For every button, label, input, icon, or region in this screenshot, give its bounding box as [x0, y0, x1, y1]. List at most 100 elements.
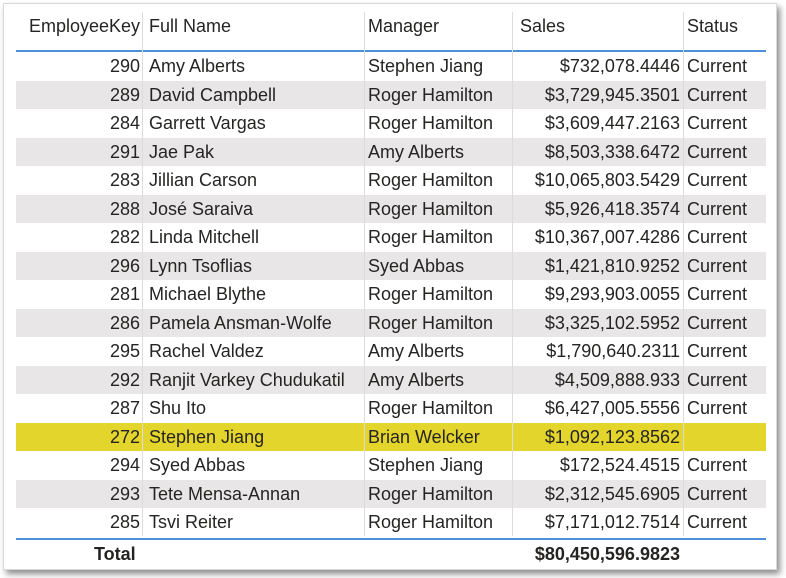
cell-sales: $3,729,945.3501 — [544, 84, 680, 105]
column-header-employeekey[interactable]: EmployeeKey — [28, 16, 140, 36]
column-separator[interactable] — [364, 12, 365, 536]
cell-sales: $172,524.4515 — [559, 455, 680, 475]
total-row: Total $80,450,596.9823 — [16, 540, 766, 568]
cell-status: Current — [687, 113, 748, 133]
cell-sales: $1,421,810.9252 — [544, 255, 680, 276]
cell-full-name: Lynn Tsoflias — [149, 255, 253, 276]
table-row[interactable]: 295 Rachel Valdez Amy Alberts $1,790,640.23… — [16, 337, 766, 365]
table-row[interactable]: 287 Shu Ito Roger Hamilton $6,427,005.5556 C… — [16, 394, 766, 422]
cell-manager: Amy Alberts — [368, 141, 465, 162]
cell-sales: $6,427,005.5556 — [544, 398, 680, 418]
table-row[interactable]: 294 Syed Abbas Stephen Jiang $172,524.4515 C… — [16, 451, 766, 479]
cell-employeekey: 281 — [109, 284, 140, 304]
cell-sales: $3,609,447.2163 — [544, 113, 680, 133]
cell-sales: $7,171,012.7514 — [544, 512, 680, 532]
table-row[interactable]: 288 José Saraiva Roger Hamilton $5,926,418.… — [16, 194, 766, 223]
cell-employeekey: 283 — [109, 170, 140, 190]
table-row[interactable]: 285 Tsvi Reiter Roger Hamilton $7,171,012.7… — [16, 508, 766, 536]
cell-sales: $10,065,803.5429 — [534, 170, 680, 190]
cell-full-name: Rachel Valdez — [149, 341, 264, 361]
cell-status: Current — [687, 198, 748, 219]
cell-employeekey: 291 — [109, 141, 140, 162]
table-row[interactable]: 283 Jillian Carson Roger Hamilton $10,065,8… — [16, 166, 766, 194]
cell-status — [687, 423, 766, 451]
cell-status: Current — [687, 84, 748, 105]
cell-employeekey: 290 — [109, 56, 140, 76]
cell-full-name: Linda Mitchell — [149, 227, 260, 247]
table-row[interactable]: 293 Tete Mensa-Annan Roger Hamilton $2,312,… — [16, 479, 766, 508]
cell-sales: $1,092,123.8562 — [544, 426, 680, 447]
cell-manager: Amy Alberts — [368, 369, 465, 390]
cell-full-name: Garrett Vargas — [149, 113, 266, 133]
cell-full-name: Michael Blythe — [149, 284, 267, 304]
cell-manager: Roger Hamilton — [368, 170, 494, 190]
cell-sales: $9,293,903.0055 — [544, 284, 680, 304]
cell-sales: $1,790,640.2311 — [546, 341, 680, 361]
cell-status: Current — [687, 512, 748, 532]
cell-sales: $2,312,545.6905 — [544, 483, 680, 504]
cell-manager: Roger Hamilton — [368, 227, 494, 247]
table-row[interactable]: 291 Jae Pak Amy Alberts $8,503,338.6472 Curr… — [16, 137, 766, 166]
cell-employeekey: 288 — [109, 198, 140, 219]
cell-status: Current — [687, 56, 748, 76]
cell-sales: $8,503,338.6472 — [544, 141, 680, 162]
cell-sales: $10,367,007.4286 — [534, 227, 680, 247]
column-header-status[interactable]: Status — [687, 16, 739, 36]
cell-manager: Roger Hamilton — [368, 483, 494, 504]
cell-full-name: Jae Pak — [149, 141, 215, 162]
cell-status: Current — [687, 369, 748, 390]
cell-manager: Roger Hamilton — [368, 284, 494, 304]
cell-full-name: Jillian Carson — [149, 170, 258, 190]
total-sales: $80,450,596.9823 — [534, 543, 680, 564]
table-visual: EmployeeKey Full Name Manager Sales Stat… — [3, 3, 777, 570]
table-row[interactable]: 296 Lynn Tsoflias Syed Abbas $1,421,810.925… — [16, 251, 766, 280]
cell-status: Current — [687, 141, 748, 162]
table-row[interactable]: 282 Linda Mitchell Roger Hamilton $10,367,0… — [16, 223, 766, 251]
cell-manager: Roger Hamilton — [368, 312, 494, 333]
cell-status: Current — [687, 398, 748, 418]
cell-status: Current — [687, 341, 748, 361]
column-separator[interactable] — [683, 12, 684, 536]
cell-employeekey: 293 — [109, 483, 140, 504]
cell-full-name: Stephen Jiang — [149, 426, 265, 447]
cell-manager: Roger Hamilton — [368, 113, 494, 133]
cell-full-name: Syed Abbas — [149, 455, 246, 475]
cell-full-name: Pamela Ansman-Wolfe — [149, 312, 332, 333]
cell-employeekey: 292 — [109, 369, 140, 390]
cell-status: Current — [687, 284, 748, 304]
cell-employeekey: 272 — [109, 426, 140, 447]
cell-employeekey: 284 — [109, 113, 140, 133]
cell-manager: Brian Welcker — [368, 426, 480, 447]
column-header-manager[interactable]: Manager — [368, 16, 440, 36]
cell-manager: Roger Hamilton — [368, 512, 494, 532]
cell-full-name: Amy Alberts — [149, 56, 246, 76]
cell-employeekey: 285 — [109, 512, 140, 532]
cell-status: Current — [687, 255, 748, 276]
cell-full-name: José Saraiva — [149, 198, 254, 219]
cell-full-name: Tsvi Reiter — [149, 512, 234, 532]
table-row[interactable]: 290 Amy Alberts Stephen Jiang $732,078.4446… — [16, 52, 766, 80]
column-separator[interactable] — [512, 12, 513, 536]
cell-employeekey: 295 — [109, 341, 140, 361]
column-header-sales[interactable]: Sales — [520, 16, 566, 36]
cell-full-name: Ranjit Varkey Chudukatil — [149, 369, 345, 390]
cell-full-name: Shu Ito — [149, 398, 207, 418]
table-row[interactable]: 284 Garrett Vargas Roger Hamilton $3,609,44… — [16, 109, 766, 137]
cell-full-name: Tete Mensa-Annan — [149, 483, 301, 504]
table-row[interactable]: 281 Michael Blythe Roger Hamilton $9,293,90… — [16, 280, 766, 308]
cell-employeekey: 282 — [109, 227, 140, 247]
total-label: Total — [94, 543, 136, 564]
table-row[interactable]: 289 David Campbell Roger Hamilton $3,729,94… — [16, 80, 766, 109]
cell-manager: Stephen Jiang — [368, 56, 484, 76]
column-header-full-name[interactable]: Full Name — [149, 16, 232, 36]
column-separator[interactable] — [142, 12, 143, 536]
table-row[interactable]: 286 Pamela Ansman-Wolfe Roger Hamilton $3,3… — [16, 308, 766, 337]
table-row[interactable]: 292 Ranjit Varkey Chudukatil Amy Alberts $4… — [16, 365, 766, 394]
cell-status: Current — [687, 483, 748, 504]
table-row[interactable]: 272 Stephen Jiang Brian Welcker $1,092,123.… — [16, 422, 766, 451]
cell-sales: $4,509,888.933 — [554, 369, 680, 390]
cell-full-name: David Campbell — [149, 84, 277, 105]
cell-status: Current — [687, 312, 748, 333]
cell-status: Current — [687, 227, 748, 247]
cell-status: Current — [687, 455, 748, 475]
